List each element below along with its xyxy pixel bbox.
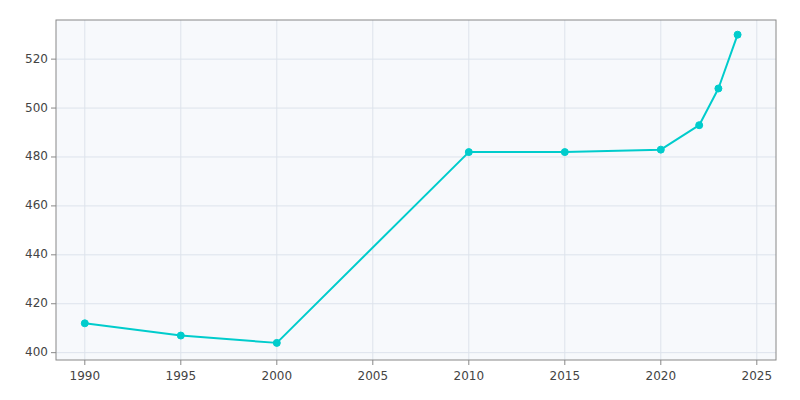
x-grid-line: [660, 20, 661, 360]
axes: 400 420 440 460 480 500 520 1990 1995 2000 2005 201…: [25, 20, 776, 383]
y-tick-label: 500: [25, 101, 48, 115]
data-point: [696, 122, 703, 129]
y-grid-line: [56, 352, 776, 353]
x-tick: [756, 360, 757, 365]
y-grid-line: [56, 303, 776, 304]
x-tick-label: 1995: [166, 369, 197, 383]
x-tick: [372, 360, 373, 365]
x-grid-line: [372, 20, 373, 360]
y-tick-label: 400: [25, 345, 48, 359]
data-point: [465, 149, 472, 156]
y-tick-label: 520: [25, 52, 48, 66]
x-tick: [564, 360, 565, 365]
x-tick: [276, 360, 277, 365]
grid: [56, 20, 776, 360]
x-tick-label: 2025: [742, 369, 773, 383]
x-tick: [180, 360, 181, 365]
x-tick: [84, 360, 85, 365]
data-point: [715, 85, 722, 92]
data-point: [177, 332, 184, 339]
x-tick-label: 2020: [646, 369, 677, 383]
x-grid-line: [276, 20, 277, 360]
x-grid-line: [468, 20, 469, 360]
data-point: [657, 146, 664, 153]
y-tick-label: 440: [25, 247, 48, 261]
y-tick: [51, 205, 56, 206]
x-grid-line: [180, 20, 181, 360]
y-grid-line: [56, 254, 776, 255]
plot-background: [56, 20, 776, 360]
y-grid-line: [56, 156, 776, 157]
y-tick: [51, 108, 56, 109]
x-tick: [468, 360, 469, 365]
y-tick-label: 460: [25, 198, 48, 212]
y-tick: [51, 156, 56, 157]
x-tick-label: 2015: [550, 369, 581, 383]
x-grid-line: [84, 20, 85, 360]
x-grid-line: [756, 20, 757, 360]
y-tick: [51, 254, 56, 255]
data-point: [734, 31, 741, 38]
y-tick-label: 420: [25, 296, 48, 310]
x-tick-label: 2010: [454, 369, 485, 383]
x-tick: [660, 360, 661, 365]
y-grid-line: [56, 108, 776, 109]
data-point: [273, 339, 280, 346]
x-tick-label: 2000: [262, 369, 293, 383]
y-grid-line: [56, 59, 776, 60]
chart-svg: 400 420 440 460 480 500 520 1990 1995 2000 2005 201…: [0, 0, 800, 400]
y-tick: [51, 59, 56, 60]
plot-frame: [56, 20, 776, 360]
y-tick-label: 480: [25, 149, 48, 163]
data-point: [561, 149, 568, 156]
y-tick: [51, 352, 56, 353]
data-layer: [81, 31, 741, 346]
x-tick-label: 1990: [70, 369, 101, 383]
data-point: [81, 320, 88, 327]
data-line: [85, 35, 738, 343]
x-grid-line: [564, 20, 565, 360]
y-tick: [51, 303, 56, 304]
x-tick-label: 2005: [358, 369, 389, 383]
chart-container: 400 420 440 460 480 500 520 1990 1995 2000 2005 201…: [0, 0, 800, 400]
